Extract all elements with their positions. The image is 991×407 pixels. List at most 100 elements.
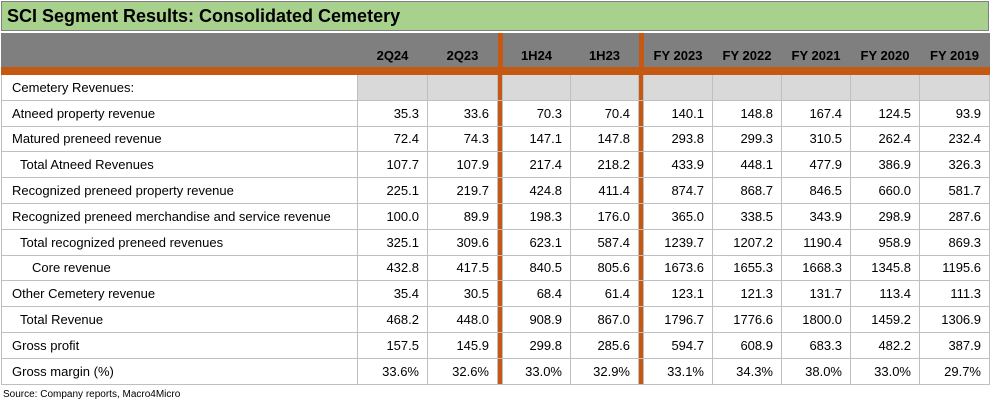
header-divider-stripe	[1, 66, 990, 75]
value-cell: 299.8	[502, 331, 571, 359]
section-label: Cemetery Revenues:	[1, 74, 358, 101]
value-cell: 198.3	[502, 202, 571, 230]
value-cell: 113.4	[850, 280, 920, 308]
value-cell: 61.4	[570, 280, 639, 308]
shaded-cell	[712, 74, 782, 101]
value-cell: 326.3	[919, 151, 990, 179]
row-label: Matured preneed revenue	[1, 125, 358, 153]
value-cell: 805.6	[570, 254, 639, 282]
value-cell: 32.6%	[427, 357, 498, 385]
shaded-cell	[643, 74, 713, 101]
value-cell: 840.5	[502, 254, 571, 282]
value-cell: 74.3	[427, 125, 498, 153]
value-cell: 157.5	[357, 331, 428, 359]
value-cell: 124.5	[850, 99, 920, 127]
column-header: FY 2019	[919, 33, 990, 67]
table-row: Other Cemetery revenue 35.4 30.5 68.4 61.4 12…	[1, 280, 990, 308]
shaded-cell	[427, 74, 498, 101]
value-cell: 1207.2	[712, 228, 782, 256]
value-cell: 867.0	[570, 306, 639, 333]
value-cell: 293.8	[643, 125, 713, 153]
value-cell: 225.1	[357, 177, 428, 204]
value-cell: 147.8	[570, 125, 639, 153]
value-cell: 1459.2	[850, 306, 920, 333]
value-cell: 343.9	[781, 202, 851, 230]
value-cell: 683.3	[781, 331, 851, 359]
value-cell: 581.7	[919, 177, 990, 204]
value-cell: 468.2	[357, 306, 428, 333]
value-cell: 32.9%	[570, 357, 639, 385]
value-cell: 587.4	[570, 228, 639, 256]
value-cell: 1345.8	[850, 254, 920, 282]
value-cell: 93.9	[919, 99, 990, 127]
table-row: Gross profit 157.5 145.9 299.8 285.6 594.7 608…	[1, 331, 990, 359]
value-cell: 338.5	[712, 202, 782, 230]
column-header: FY 2022	[712, 33, 782, 67]
section-row: Cemetery Revenues:	[1, 74, 990, 101]
value-cell: 660.0	[850, 177, 920, 204]
value-cell: 262.4	[850, 125, 920, 153]
column-header: 1H24	[502, 33, 571, 67]
value-cell: 1668.3	[781, 254, 851, 282]
value-cell: 70.3	[502, 99, 571, 127]
column-header: 2Q24	[357, 33, 428, 67]
value-cell: 232.4	[919, 125, 990, 153]
table-row: Core revenue 432.8 417.5 840.5 805.6 1673.6 16…	[1, 254, 990, 282]
header-row: 2Q24 2Q23 1H24 1H23 FY 2023 FY 2022 FY 2…	[1, 33, 990, 67]
value-cell: 167.4	[781, 99, 851, 127]
shaded-cell	[502, 74, 571, 101]
value-cell: 107.7	[357, 151, 428, 179]
value-cell: 147.1	[502, 125, 571, 153]
value-cell: 38.0%	[781, 357, 851, 385]
value-cell: 111.3	[919, 280, 990, 308]
value-cell: 131.7	[781, 280, 851, 308]
value-cell: 123.1	[643, 280, 713, 308]
value-cell: 35.3	[357, 99, 428, 127]
value-cell: 309.6	[427, 228, 498, 256]
value-cell: 594.7	[643, 331, 713, 359]
value-cell: 68.4	[502, 280, 571, 308]
value-cell: 1190.4	[781, 228, 851, 256]
value-cell: 33.1%	[643, 357, 713, 385]
value-cell: 424.8	[502, 177, 571, 204]
table-row: Gross margin (%) 33.6% 32.6% 33.0% 32.9% 33.1…	[1, 357, 990, 385]
value-cell: 33.6	[427, 99, 498, 127]
value-cell: 1800.0	[781, 306, 851, 333]
column-header: FY 2021	[781, 33, 851, 67]
column-header: FY 2023	[643, 33, 713, 67]
value-cell: 432.8	[357, 254, 428, 282]
value-cell: 121.3	[712, 280, 782, 308]
value-cell: 325.1	[357, 228, 428, 256]
row-label: Total recognized preneed revenues	[1, 228, 358, 256]
value-cell: 285.6	[570, 331, 639, 359]
column-header: 2Q23	[427, 33, 498, 67]
value-cell: 140.1	[643, 99, 713, 127]
value-cell: 35.4	[357, 280, 428, 308]
table-title: SCI Segment Results: Consolidated Cemete…	[1, 1, 989, 31]
value-cell: 387.9	[919, 331, 990, 359]
value-cell: 299.3	[712, 125, 782, 153]
shaded-cell	[570, 74, 639, 101]
value-cell: 448.1	[712, 151, 782, 179]
row-label: Recognized preneed property revenue	[1, 177, 358, 204]
table-row: Recognized preneed merchandise and servi…	[1, 202, 990, 230]
value-cell: 1195.6	[919, 254, 990, 282]
row-label: Total Atneed Revenues	[1, 151, 358, 179]
value-cell: 310.5	[781, 125, 851, 153]
value-cell: 365.0	[643, 202, 713, 230]
row-label: Core revenue	[1, 254, 358, 282]
value-cell: 482.2	[850, 331, 920, 359]
row-label: Total Revenue	[1, 306, 358, 333]
shaded-cell	[850, 74, 920, 101]
value-cell: 33.6%	[357, 357, 428, 385]
value-cell: 33.0%	[502, 357, 571, 385]
value-cell: 908.9	[502, 306, 571, 333]
value-cell: 1673.6	[643, 254, 713, 282]
value-cell: 623.1	[502, 228, 571, 256]
value-cell: 176.0	[570, 202, 639, 230]
value-cell: 148.8	[712, 99, 782, 127]
value-cell: 218.2	[570, 151, 639, 179]
column-header: FY 2020	[850, 33, 920, 67]
value-cell: 1655.3	[712, 254, 782, 282]
